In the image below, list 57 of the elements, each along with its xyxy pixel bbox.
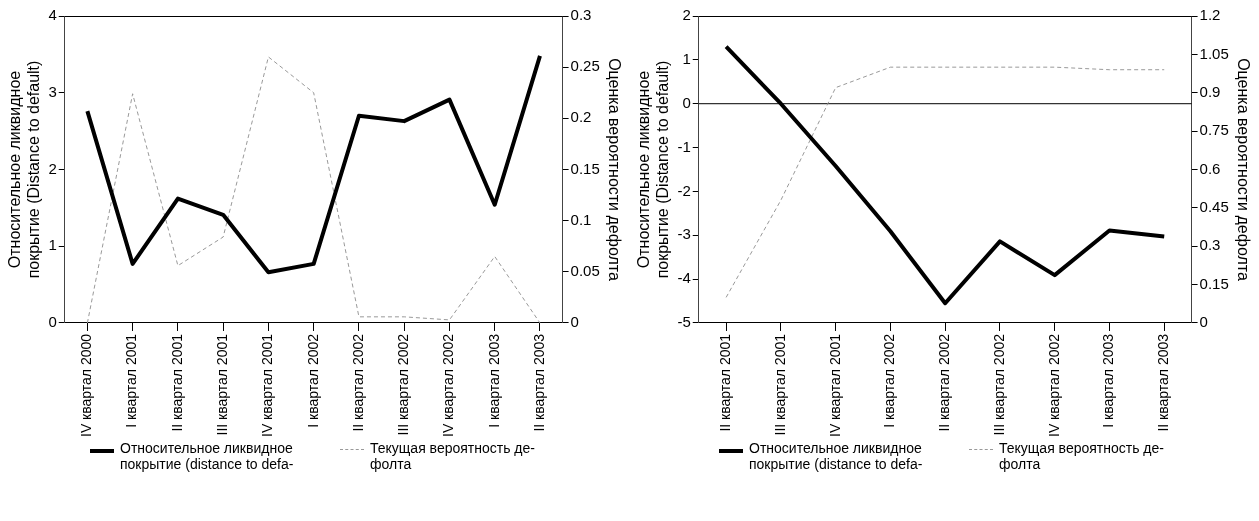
- x-tick-label: IV квартал 2002: [1045, 333, 1062, 437]
- y-tick-label: -2: [677, 181, 691, 199]
- x-tick-label: I квартал 2003: [1100, 333, 1117, 428]
- x-tick-label: I квартал 2002: [881, 333, 898, 428]
- y2-tick-label: 1.05: [1199, 44, 1229, 62]
- y2-tick-label: 1.2: [1199, 6, 1221, 24]
- y2-axis-title: Оценка вероятности дефолта: [1234, 58, 1252, 281]
- y-tick-label: -3: [677, 225, 691, 243]
- y2-tick-label: 0.3: [570, 6, 592, 24]
- x-tick-label: I квартал 2003: [485, 333, 502, 428]
- x-tick-label: III квартал 2001: [214, 333, 231, 436]
- x-tick-label: II квартал 2001: [168, 333, 185, 432]
- y-tick-label: -5: [677, 313, 691, 331]
- y-tick-label: -4: [677, 269, 691, 287]
- y2-tick-label: 0.15: [570, 159, 600, 177]
- x-tick-label: II квартал 2003: [530, 333, 547, 432]
- legend-label: Относительное ликвидное покрытие (distance to defa-: [120, 440, 294, 472]
- x-tick-label: I квартал 2001: [123, 333, 140, 428]
- y-tick-label: 2: [48, 159, 57, 177]
- y2-tick-label: 0.3: [1199, 236, 1221, 254]
- x-tick-label: IV квартал 2001: [259, 333, 276, 437]
- x-tick-label: III квартал 2002: [395, 333, 412, 436]
- x-tick-label: III квартал 2001: [771, 333, 788, 436]
- x-tick-label: II квартал 2002: [936, 333, 953, 432]
- y-tick-label: 0: [682, 93, 691, 111]
- legend-label: Относительное ликвидное покрытие (distance to defa-: [749, 440, 923, 472]
- y-tick-label: 3: [48, 82, 57, 100]
- y-tick-label: -1: [677, 137, 691, 155]
- x-tick-label: II квартал 2001: [716, 333, 733, 432]
- x-tick-label: II квартал 2002: [349, 333, 366, 432]
- y2-tick-label: 0.15: [1199, 274, 1229, 292]
- y-tick-label: 4: [48, 6, 57, 24]
- y2-tick-label: 0: [1199, 313, 1208, 331]
- y2-tick-label: 0: [570, 313, 579, 331]
- y2-tick-label: 0.1: [570, 210, 592, 228]
- y2-axis-title: Оценка вероятности дефолта: [605, 58, 623, 281]
- y2-tick-label: 0.2: [570, 108, 592, 126]
- y2-tick-label: 0.9: [1199, 82, 1221, 100]
- x-tick-label: IV квартал 2002: [440, 333, 457, 437]
- y2-tick-label: 0.05: [570, 261, 600, 279]
- y-axis-title: Относительное ликвидное покрытие (Distance to default): [6, 60, 43, 279]
- legend-label: Текущая вероятность де- фолта: [370, 440, 535, 472]
- y-axis-title: Относительное ликвидное покрытие (Distance to default): [635, 60, 672, 279]
- legend-label: Текущая вероятность де- фолта: [999, 440, 1164, 472]
- x-tick-label: I квартал 2002: [304, 333, 321, 428]
- y2-tick-label: 0.25: [570, 57, 600, 75]
- x-tick-label: IV квартал 2000: [78, 333, 95, 437]
- x-tick-label: II квартал 2003: [1155, 333, 1172, 432]
- y-tick-label: 0: [48, 313, 57, 331]
- y-tick-label: 2: [682, 6, 691, 24]
- x-tick-label: III квартал 2002: [990, 333, 1007, 436]
- y2-tick-label: 0.75: [1199, 121, 1229, 139]
- y2-tick-label: 0.6: [1199, 159, 1221, 177]
- y-tick-label: 1: [682, 49, 691, 67]
- x-tick-label: IV квартал 2001: [826, 333, 843, 437]
- y2-tick-label: 0.45: [1199, 198, 1229, 215]
- y-tick-label: 1: [48, 236, 57, 254]
